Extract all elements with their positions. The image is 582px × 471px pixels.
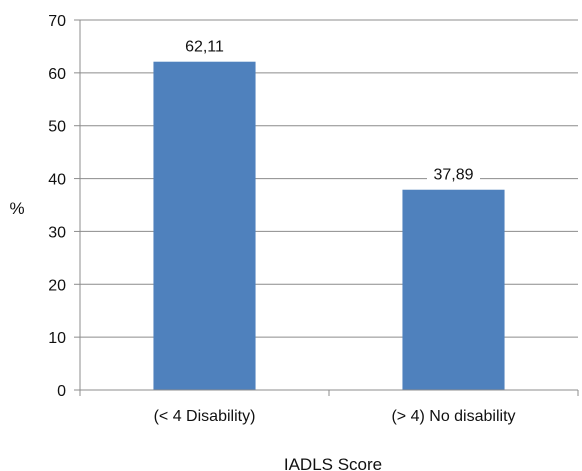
y-tick-label: 0 [57, 383, 66, 400]
data-label: 62,11 [185, 39, 224, 56]
y-tick-label: 30 [48, 224, 66, 241]
bar [153, 61, 256, 390]
y-tick-label: 70 [48, 13, 66, 30]
y-tick-label: 50 [48, 119, 66, 136]
data-label: 37,89 [433, 167, 473, 184]
y-tick-label: 60 [48, 66, 66, 83]
y-axis-label: % [9, 199, 24, 218]
y-axis-ticks: 0 10 20 30 40 50 60 70 [48, 13, 80, 400]
y-tick-label: 40 [48, 172, 66, 189]
x-category-label: (> 4) No disability [391, 408, 515, 425]
y-tick-label: 10 [48, 330, 66, 347]
data-label-background [178, 35, 231, 56]
y-tick-label: 20 [48, 277, 66, 294]
bars [153, 61, 505, 390]
x-axis-categories: (< 4 Disability) (> 4) No disability [79, 390, 579, 425]
bar [402, 189, 505, 390]
x-category-label: (< 4 Disability) [154, 408, 256, 425]
data-labels: 62,11 37,89 [178, 35, 480, 184]
data-label-background [427, 163, 480, 184]
x-axis-label: IADLS Score [284, 455, 382, 471]
